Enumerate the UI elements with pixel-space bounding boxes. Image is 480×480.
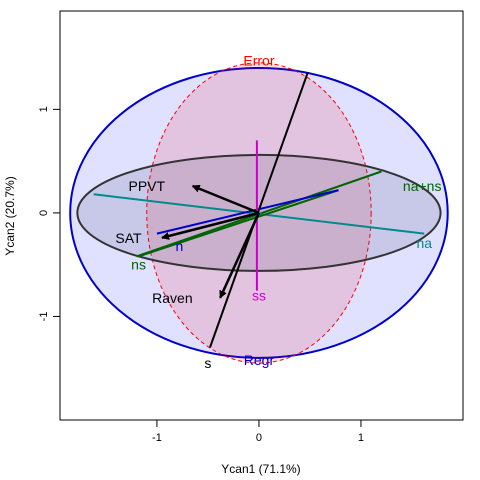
- term-label-ss: ss: [252, 288, 266, 304]
- tick-layer: -1 0 1 -1 0 1: [38, 106, 364, 444]
- y-tick-label: 0: [38, 210, 50, 216]
- vector-arrow-raven: [219, 212, 261, 299]
- x-tick-label: 1: [358, 432, 364, 444]
- x-axis-label: Ycan1 (71.1%): [221, 462, 300, 476]
- y-axis-label: Ycan2 (20.7%): [3, 176, 17, 255]
- plot-frame: [59, 10, 464, 421]
- term-label-s: s: [204, 355, 211, 371]
- y-tick-label: 1: [38, 106, 50, 112]
- vector-label-ppvt: PPVT: [129, 178, 166, 194]
- term-line-n: [156, 189, 339, 235]
- x-tick-label: 0: [256, 432, 262, 444]
- term-label-na-plus-ns: na+ns: [403, 178, 442, 194]
- vector-label-sat: SAT: [115, 230, 142, 246]
- ellipse-label-error: Error: [243, 53, 274, 69]
- term-label-ns: ns: [131, 257, 146, 273]
- y-tick-label: -1: [38, 312, 50, 322]
- vector-label-raven: Raven: [152, 290, 192, 306]
- term-label-n: n: [175, 238, 183, 254]
- vector-arrow-sat: [161, 211, 260, 240]
- arrow-layer: [161, 184, 261, 299]
- term-line-s: [209, 71, 309, 348]
- vector-arrow-ppvt: [191, 184, 260, 215]
- term-label-na: na: [416, 235, 432, 251]
- x-tick-label: -1: [152, 432, 162, 444]
- term-line-ns: [138, 189, 339, 258]
- ellipse-label-regr: Regr: [244, 352, 275, 368]
